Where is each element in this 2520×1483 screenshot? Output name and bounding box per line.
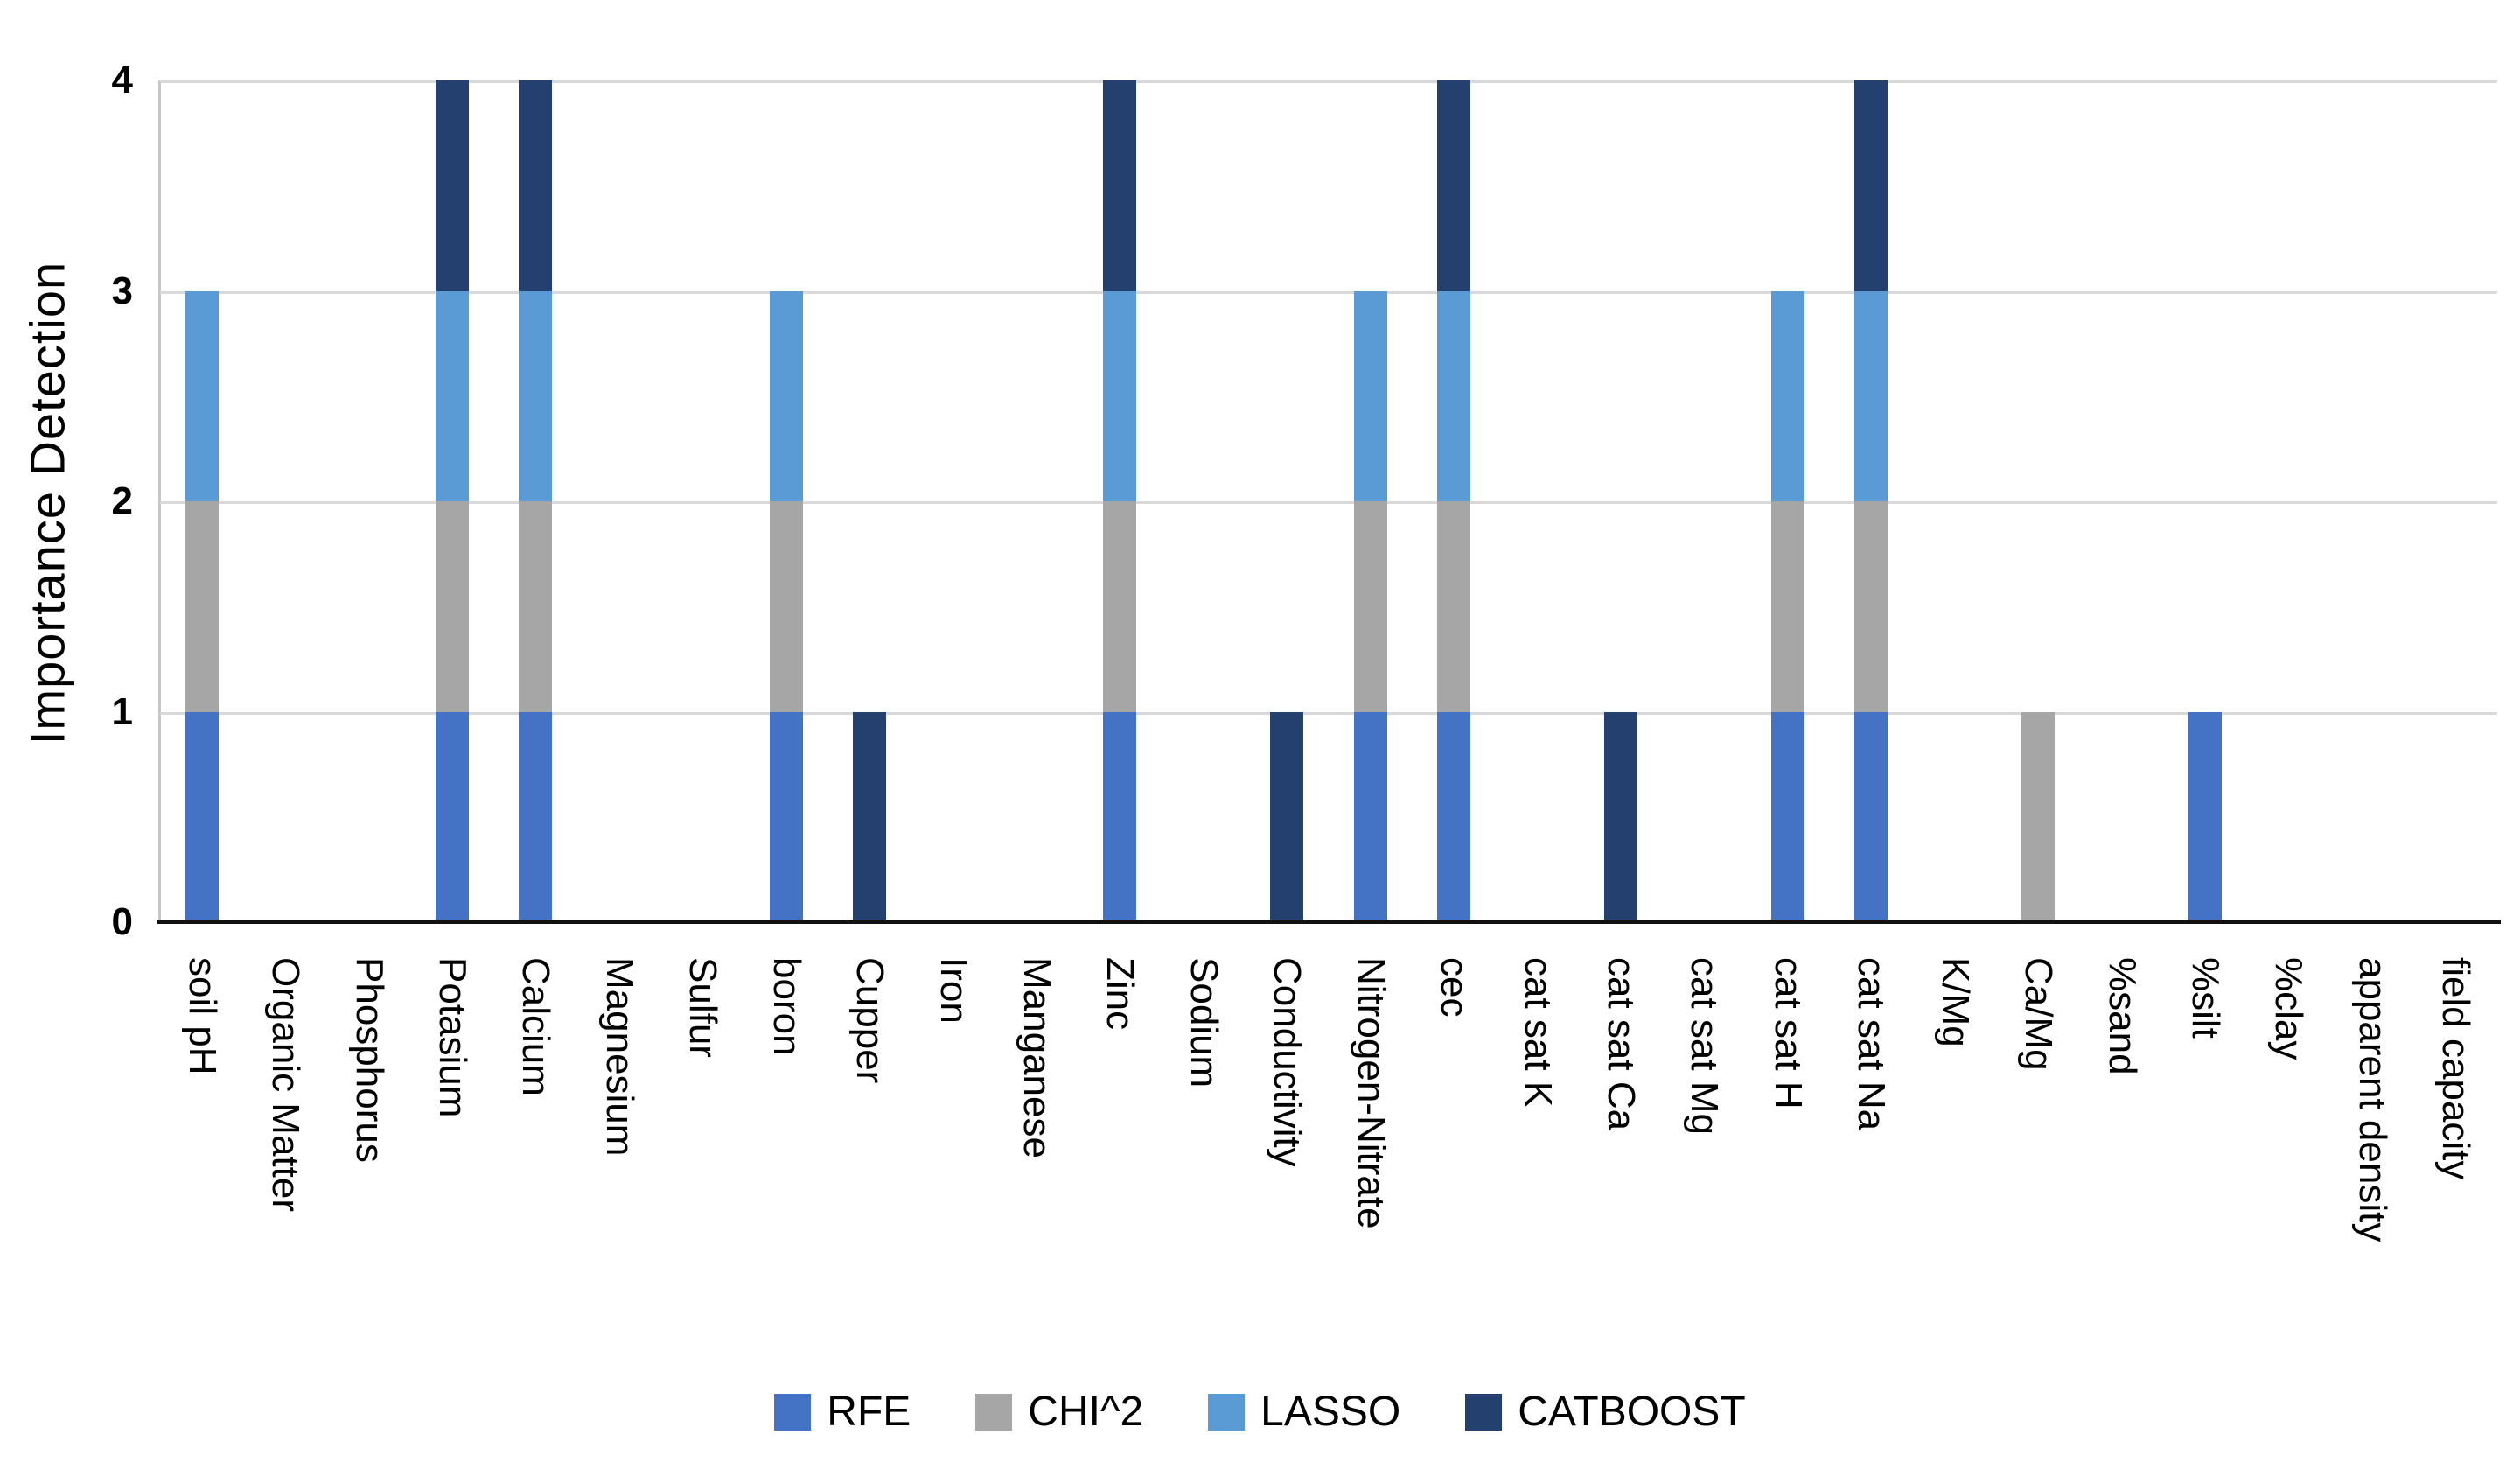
bar-segment-chi2-soil-ph bbox=[185, 501, 219, 712]
x-category-label-potasium: Potasium bbox=[431, 957, 474, 1118]
x-category-label-cat-sat-ca: cat sat Ca bbox=[1600, 957, 1643, 1131]
x-category-label-zinc: Zinc bbox=[1099, 957, 1142, 1031]
bar-segment-chi2-ca-mg bbox=[2021, 711, 2056, 922]
plot-area bbox=[160, 80, 2497, 922]
legend-item-lasso: LASSO bbox=[1208, 1389, 1400, 1435]
x-category-label-sodium: Sodium bbox=[1182, 957, 1225, 1088]
bar-segment-rfe-cec bbox=[1437, 711, 1471, 922]
gridline-y-4 bbox=[160, 80, 2497, 83]
bar-segment-rfe-calcium bbox=[519, 711, 553, 922]
gridline-y-3 bbox=[160, 290, 2497, 294]
bar-segment-rfe-soil-ph bbox=[185, 711, 219, 922]
legend-item-rfe: RFE bbox=[774, 1389, 911, 1435]
legend-swatch-chi2 bbox=[975, 1394, 1013, 1431]
bar-segment-lasso-nitrogen-nitrate bbox=[1353, 290, 1387, 501]
legend-label-catboost: CATBOOST bbox=[1518, 1389, 1746, 1435]
x-category-label-ca-mg: Ca/Mg bbox=[2017, 957, 2061, 1071]
y-tick-label-3: 3 bbox=[111, 269, 133, 312]
bar-segment-chi2-calcium bbox=[519, 501, 553, 712]
bar-segment-rfe-boron bbox=[769, 711, 803, 922]
x-category-label-manganese: Manganese bbox=[1016, 957, 1058, 1158]
x-category-label-calcium: Calcium bbox=[514, 957, 558, 1096]
bar-segment-chi2-potasium bbox=[436, 501, 469, 712]
bar-segment-chi2-nitrogen-nitrate bbox=[1353, 501, 1387, 712]
x-category-label--silt: %silt bbox=[2184, 957, 2227, 1039]
bar-segment-catboost-cec bbox=[1437, 80, 1471, 291]
y-tick-label-0: 0 bbox=[111, 900, 133, 943]
bar-segment-lasso-calcium bbox=[519, 290, 553, 501]
x-category-label--sand: %sand bbox=[2100, 957, 2144, 1075]
x-category-label-boron: boron bbox=[764, 957, 808, 1056]
x-category-label-cupper: Cupper bbox=[848, 957, 892, 1084]
x-category-label-cat-sat-na: cat sat Na bbox=[1850, 957, 1894, 1131]
x-category-label-organic-matter: Organic Matter bbox=[264, 957, 308, 1212]
x-category-label-k-mg: K/Mg bbox=[1933, 957, 1977, 1047]
x-category-label-cec: cec bbox=[1433, 957, 1476, 1018]
y-tick-label-2: 2 bbox=[111, 479, 133, 522]
bar-segment-rfe-zinc bbox=[1103, 711, 1137, 922]
legend-label-lasso: LASSO bbox=[1260, 1389, 1401, 1435]
bar-segment-lasso-soil-ph bbox=[185, 290, 219, 501]
bar-segment-rfe-potasium bbox=[436, 711, 469, 922]
legend: RFE CHI^2 LASSO CATBOOST bbox=[0, 1389, 2520, 1435]
bar-segment-catboost-cat-sat-na bbox=[1854, 80, 1888, 291]
legend-item-chi2: CHI^2 bbox=[975, 1389, 1143, 1435]
x-category-label-sulfur: Sulfur bbox=[681, 957, 725, 1058]
bar-segment-lasso-boron bbox=[769, 290, 803, 501]
bar-segment-rfe-cat-sat-na bbox=[1854, 711, 1888, 922]
x-category-label--clay: %clay bbox=[2267, 957, 2311, 1060]
bar-segment-rfe-nitrogen-nitrate bbox=[1353, 711, 1387, 922]
y-axis-line bbox=[158, 80, 161, 922]
bar-segment-catboost-potasium bbox=[436, 80, 469, 291]
x-category-label-field-capacity: field capacity bbox=[2434, 957, 2478, 1180]
bar-segment-rfe--silt bbox=[2188, 711, 2222, 922]
y-tick-label-4: 4 bbox=[111, 59, 133, 101]
x-axis-line bbox=[157, 920, 2501, 924]
bar-segment-chi2-zinc bbox=[1103, 501, 1137, 712]
x-category-label-magnesium: Magnesium bbox=[597, 957, 641, 1157]
bar-segment-catboost-calcium bbox=[519, 80, 553, 291]
bar-segment-catboost-cupper bbox=[853, 711, 887, 922]
gridline-y-1 bbox=[160, 711, 2497, 715]
x-category-label-iron: Iron bbox=[932, 957, 975, 1024]
legend-swatch-catboost bbox=[1465, 1394, 1503, 1431]
x-category-label-apparent-density: apparent density bbox=[2350, 957, 2394, 1242]
bar-segment-chi2-boron bbox=[769, 501, 803, 712]
bar-segment-lasso-potasium bbox=[436, 290, 469, 501]
x-category-label-conductivity: Conductivity bbox=[1266, 957, 1309, 1167]
legend-item-catboost: CATBOOST bbox=[1465, 1389, 1746, 1435]
bar-segment-lasso-cat-sat-h bbox=[1770, 290, 1804, 501]
bar-segment-catboost-zinc bbox=[1103, 80, 1137, 291]
legend-swatch-rfe bbox=[774, 1394, 812, 1431]
bar-segment-catboost-cat-sat-ca bbox=[1604, 711, 1637, 922]
bar-segment-lasso-zinc bbox=[1103, 290, 1137, 501]
legend-label-rfe: RFE bbox=[827, 1389, 911, 1435]
x-category-label-soil-ph: soil pH bbox=[180, 957, 224, 1075]
bar-segment-catboost-conductivity bbox=[1270, 711, 1304, 922]
gridline-y-2 bbox=[160, 501, 2497, 504]
bar-segment-lasso-cec bbox=[1437, 290, 1471, 501]
y-tick-label-1: 1 bbox=[111, 689, 133, 733]
bar-segment-lasso-cat-sat-na bbox=[1854, 290, 1888, 501]
x-category-label-nitrogen-nitrate: Nitrogen-Nitrate bbox=[1349, 957, 1393, 1229]
bar-segment-chi2-cat-sat-na bbox=[1854, 501, 1888, 712]
x-category-label-phosphorus: Phosphorus bbox=[347, 957, 391, 1163]
x-category-label-cat-sat-mg: cat sat Mg bbox=[1683, 957, 1727, 1135]
legend-label-chi2: CHI^2 bbox=[1028, 1389, 1144, 1435]
legend-swatch-lasso bbox=[1208, 1394, 1246, 1431]
bar-segment-rfe-cat-sat-h bbox=[1770, 711, 1804, 922]
x-category-label-cat-sat-h: cat sat H bbox=[1766, 957, 1810, 1109]
x-category-label-cat-sat-k: cat sat K bbox=[1516, 957, 1560, 1108]
bar-segment-chi2-cat-sat-h bbox=[1770, 501, 1804, 712]
bar-segment-chi2-cec bbox=[1437, 501, 1471, 712]
